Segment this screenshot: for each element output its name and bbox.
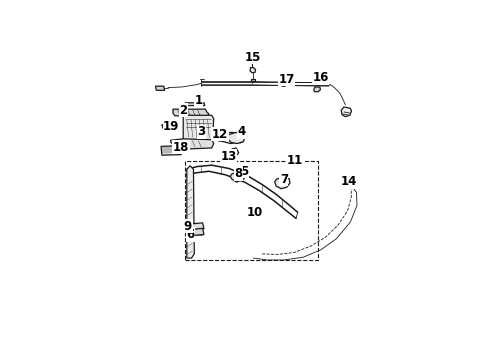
Polygon shape xyxy=(232,148,239,155)
Polygon shape xyxy=(240,165,246,169)
Polygon shape xyxy=(183,115,214,144)
Text: 11: 11 xyxy=(287,154,303,167)
Polygon shape xyxy=(313,77,321,82)
Text: 17: 17 xyxy=(278,73,294,86)
Text: 18: 18 xyxy=(173,141,190,154)
Polygon shape xyxy=(191,228,204,235)
Text: 9: 9 xyxy=(184,220,192,233)
Polygon shape xyxy=(191,223,204,230)
Bar xyxy=(345,180,350,182)
Polygon shape xyxy=(343,177,353,187)
Bar xyxy=(164,126,167,127)
Text: 12: 12 xyxy=(212,128,228,141)
Text: 16: 16 xyxy=(313,71,329,84)
Polygon shape xyxy=(185,103,205,105)
Bar xyxy=(278,184,285,187)
Bar xyxy=(192,231,202,235)
Polygon shape xyxy=(250,79,255,81)
Polygon shape xyxy=(275,177,290,189)
Text: 15: 15 xyxy=(245,50,261,67)
Text: 2: 2 xyxy=(179,104,187,117)
Polygon shape xyxy=(250,68,256,73)
Text: 19: 19 xyxy=(163,120,179,134)
Polygon shape xyxy=(187,166,195,258)
Polygon shape xyxy=(155,86,165,90)
Polygon shape xyxy=(249,212,258,218)
Bar xyxy=(345,183,350,185)
Polygon shape xyxy=(230,171,246,182)
Text: 8: 8 xyxy=(235,167,243,180)
Text: 3: 3 xyxy=(197,125,205,138)
Text: 4: 4 xyxy=(237,125,245,138)
Text: 1: 1 xyxy=(195,94,202,107)
Polygon shape xyxy=(314,87,320,92)
Polygon shape xyxy=(217,132,240,144)
Text: 5: 5 xyxy=(240,165,248,178)
Polygon shape xyxy=(161,146,181,155)
Text: 6: 6 xyxy=(187,228,195,241)
Polygon shape xyxy=(227,132,245,144)
Bar xyxy=(168,126,171,127)
Polygon shape xyxy=(173,109,209,116)
Polygon shape xyxy=(341,107,351,117)
Polygon shape xyxy=(162,124,174,128)
Text: 14: 14 xyxy=(341,175,357,188)
Polygon shape xyxy=(281,82,287,86)
Bar xyxy=(185,161,318,260)
Text: 13: 13 xyxy=(220,150,237,163)
Polygon shape xyxy=(171,139,214,149)
Circle shape xyxy=(236,137,238,139)
Polygon shape xyxy=(235,174,240,183)
Polygon shape xyxy=(238,138,244,143)
Circle shape xyxy=(227,136,231,139)
Text: 10: 10 xyxy=(246,206,263,219)
Text: 7: 7 xyxy=(280,172,288,185)
